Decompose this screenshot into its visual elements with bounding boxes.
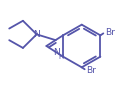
Text: N: N	[53, 48, 60, 57]
Text: H: H	[59, 54, 64, 60]
Text: Br: Br	[105, 28, 115, 37]
Text: N: N	[33, 30, 40, 39]
Text: Br: Br	[87, 66, 96, 75]
